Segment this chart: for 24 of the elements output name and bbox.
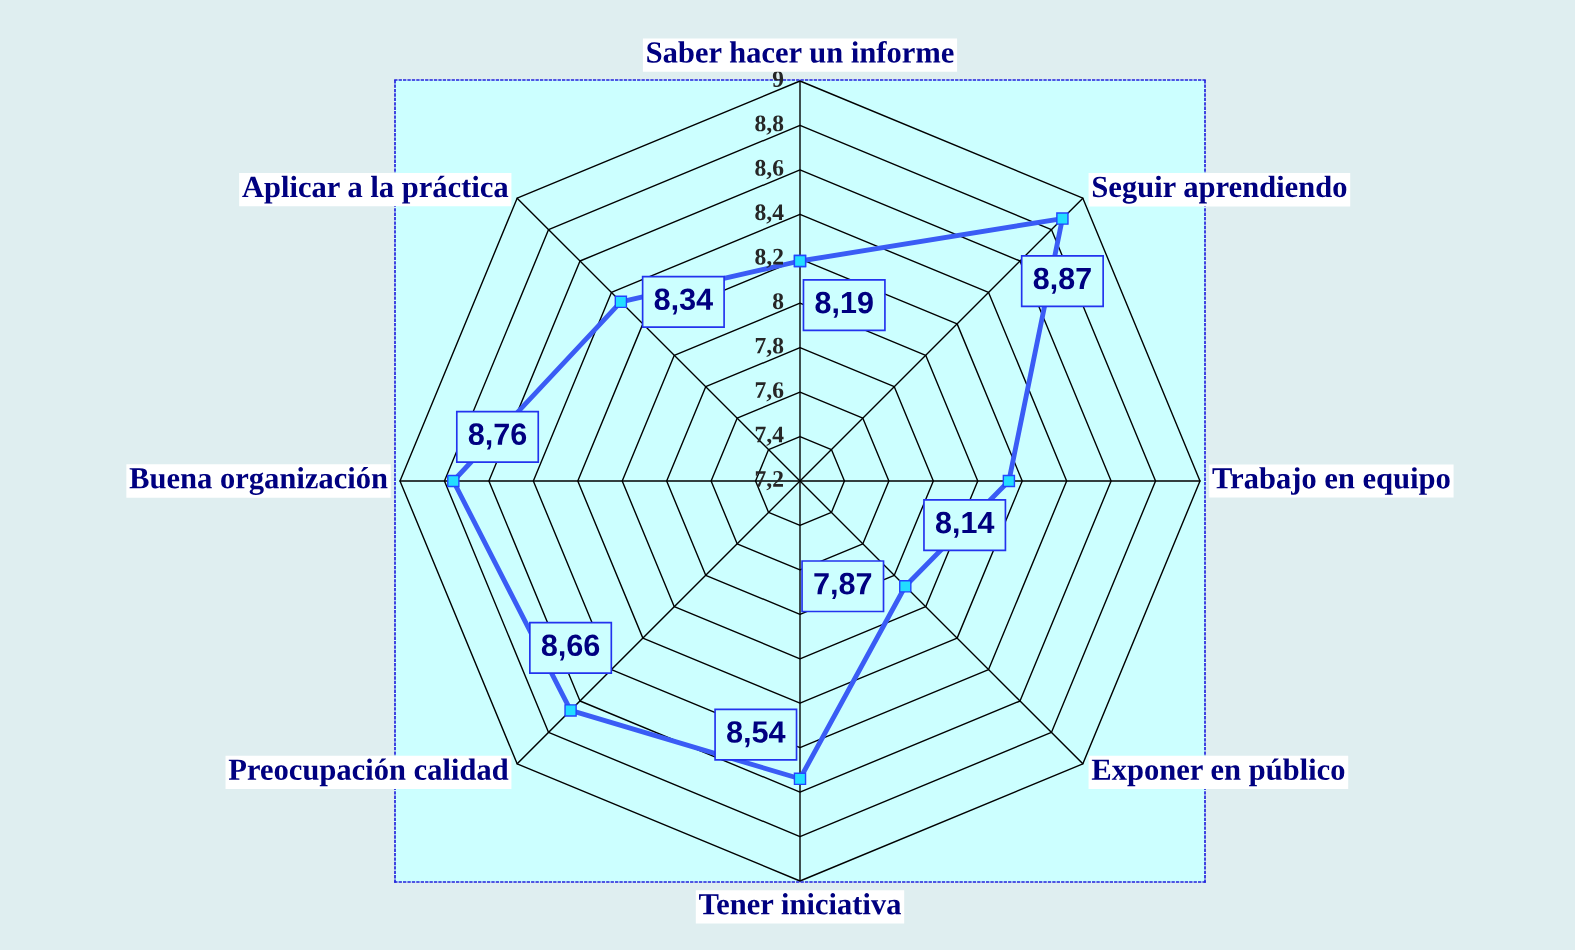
y-tick-label: 8,6 [755, 159, 784, 180]
y-tick-label: 7,4 [755, 426, 784, 446]
spoke-label: Trabajo en equipo [1212, 467, 1450, 495]
data-label: 8,66 [541, 634, 600, 661]
y-tick-label: 8,4 [755, 204, 784, 224]
data-label: 8,76 [468, 423, 527, 450]
data-label: 8,14 [935, 511, 995, 538]
data-label: 7,87 [814, 572, 872, 599]
y-tick-label: 8,2 [755, 248, 783, 269]
spoke-label: Seguir aprendiendo [1092, 175, 1347, 204]
spoke-label: Tener iniciativa [699, 893, 901, 915]
data-label: 8,54 [727, 721, 786, 748]
y-tick-label: 7,8 [755, 337, 784, 357]
spoke-label: Exponer en público [1091, 758, 1345, 787]
data-label: 8,19 [815, 291, 873, 318]
spoke-label: Aplicar a la práctica [242, 175, 509, 204]
y-tick-label: 8,8 [755, 115, 784, 135]
y-tick-label: 7,6 [755, 382, 784, 402]
spoke-label: Preocupación calidad [228, 758, 509, 787]
spoke-label: Buena organización [129, 467, 388, 495]
data-label: 8,34 [654, 288, 713, 315]
spoke-label: Saber hacer un informe [647, 40, 954, 63]
data-label: 8,87 [1033, 267, 1091, 294]
y-tick-label: 8 [772, 293, 784, 310]
